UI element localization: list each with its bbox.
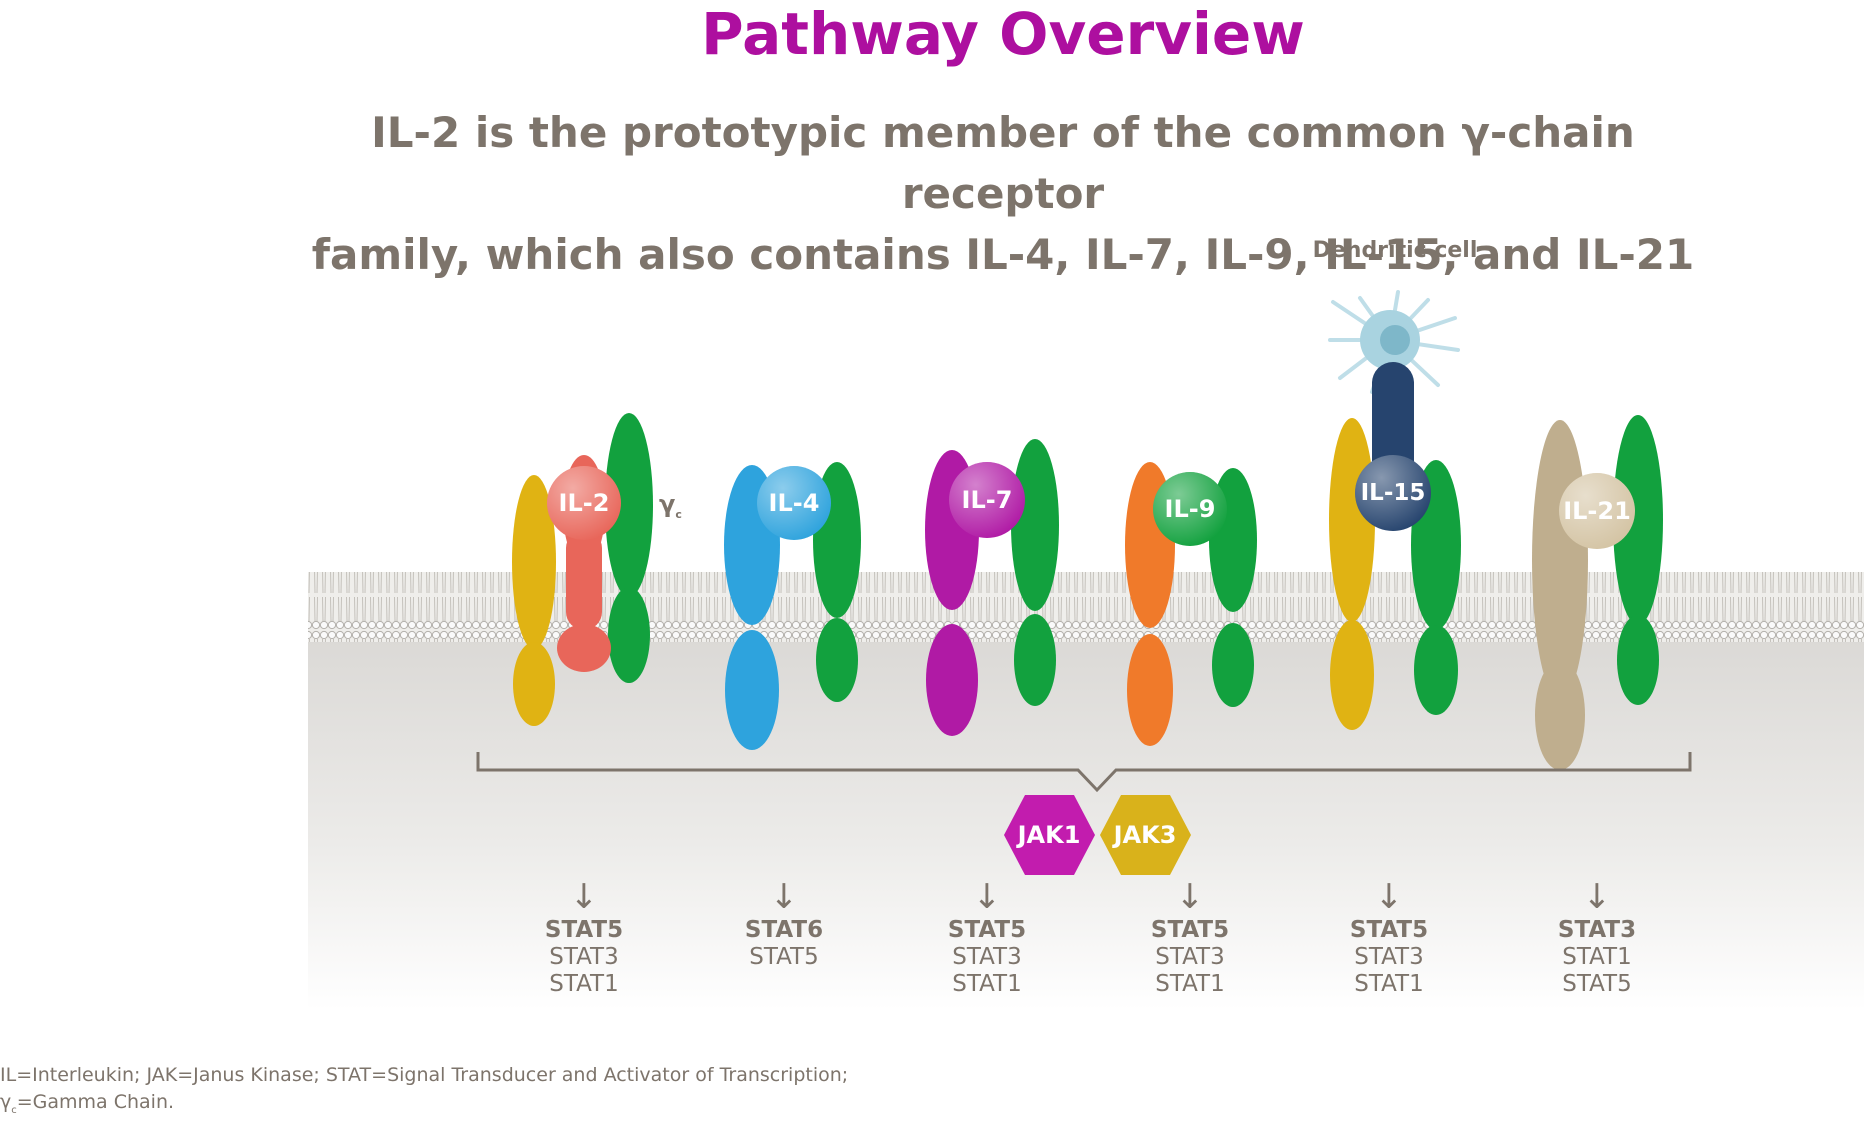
receptor-il21: IL-21 <box>1532 415 1663 770</box>
stat-column-il2: ↓ STAT5 STAT3 STAT1 <box>509 877 659 998</box>
stat-primary: STAT5 <box>947 917 1027 943</box>
stat-secondary: STAT3 <box>549 944 619 970</box>
receptor-il7: IL-7 <box>925 439 1059 736</box>
footnote-gamma-definition: =Gamma Chain. <box>16 1091 175 1113</box>
footnote-line-2: γc=Gamma Chain. <box>0 1089 1100 1124</box>
receptor-il4: IL-4 <box>724 462 861 750</box>
jak1-label: JAK1 <box>1016 821 1081 849</box>
receptor-il2: IL-2 <box>512 413 653 726</box>
stat-secondary: STAT5 <box>1562 971 1632 997</box>
stat-primary: STAT5 <box>544 917 624 943</box>
receptor-label-il2: IL-2 <box>559 489 610 517</box>
gamma-subscript: c <box>675 507 682 521</box>
stat-primary: STAT3 <box>1557 917 1637 943</box>
subtitle-line-1: IL-2 is the prototypic member of the com… <box>371 108 1635 218</box>
receptor-label-il15: IL-15 <box>1361 480 1426 506</box>
stat-primary: STAT5 <box>1349 917 1429 943</box>
stat-secondary: STAT3 <box>1155 944 1225 970</box>
receptor-il15: IL-15 <box>1329 362 1461 730</box>
stat-column-il15: ↓ STAT5 STAT3 STAT1 <box>1314 877 1464 998</box>
footnote-gamma-subscript: c <box>11 1104 17 1116</box>
stat-secondary: STAT1 <box>549 971 619 997</box>
stat-secondary: STAT3 <box>952 944 1022 970</box>
down-arrow-icon: ↓ <box>972 877 1002 917</box>
stat-secondary: STAT1 <box>952 971 1022 997</box>
stat-primary: STAT6 <box>744 917 824 943</box>
down-arrow-icon: ↓ <box>569 877 599 917</box>
down-arrow-icon: ↓ <box>1582 877 1612 917</box>
dendritic-cell-label: Dendritic cell <box>1312 238 1478 263</box>
receptor-label-il4: IL-4 <box>769 489 820 517</box>
gamma-chain-label: γc <box>659 490 682 521</box>
receptor-il9: IL-9 <box>1125 462 1257 746</box>
footnote-gamma-symbol: γ <box>0 1091 12 1113</box>
stat-secondary: STAT1 <box>1354 971 1424 997</box>
down-arrow-icon: ↓ <box>1175 877 1205 917</box>
down-arrow-icon: ↓ <box>1374 877 1404 917</box>
stat-column-il21: ↓ STAT3 STAT1 STAT5 <box>1522 877 1672 998</box>
jak3-label: JAK3 <box>1112 821 1177 849</box>
receptor-label-il7: IL-7 <box>962 486 1013 514</box>
stat-column-il7: ↓ STAT5 STAT3 STAT1 <box>912 877 1062 998</box>
stat-secondary: STAT1 <box>1562 944 1632 970</box>
gamma-symbol: γ <box>659 490 676 518</box>
subtitle: IL-2 is the prototypic member of the com… <box>300 102 1706 285</box>
stat-secondary: STAT1 <box>1155 971 1225 997</box>
stat-secondary: STAT5 <box>749 944 819 970</box>
footnote: IL=Interleukin; JAK=Janus Kinase; STAT=S… <box>0 1062 1100 1124</box>
stat-secondary: STAT3 <box>1354 944 1424 970</box>
down-arrow-icon: ↓ <box>769 877 799 917</box>
footnote-line-1: IL=Interleukin; JAK=Janus Kinase; STAT=S… <box>0 1064 849 1086</box>
subtitle-line-2: family, which also contains IL-4, IL-7, … <box>311 230 1695 279</box>
receptor-label-il9: IL-9 <box>1165 495 1216 523</box>
stat-column-il9: ↓ STAT5 STAT3 STAT1 <box>1115 877 1265 998</box>
receptor-label-il21: IL-21 <box>1563 497 1631 525</box>
page-title: Pathway Overview <box>701 0 1305 68</box>
stat-primary: STAT5 <box>1150 917 1230 943</box>
receptor-bracket <box>476 752 1692 793</box>
jak1-hexagon: JAK1 <box>1004 795 1095 875</box>
jak3-hexagon: JAK3 <box>1100 795 1191 875</box>
stat-column-il4: ↓ STAT6 STAT5 <box>709 877 859 971</box>
